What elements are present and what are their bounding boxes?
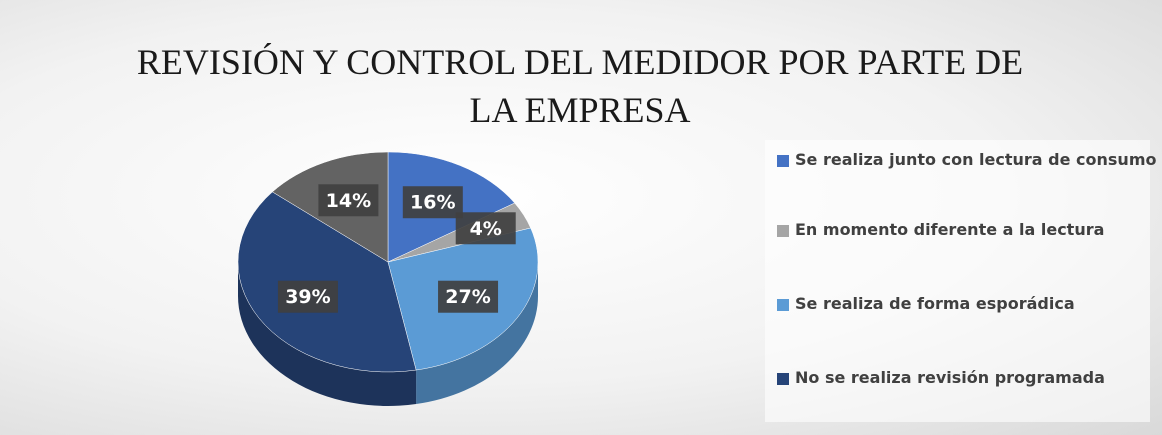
- data-label: 16%: [410, 192, 455, 214]
- data-label: 27%: [445, 286, 490, 308]
- legend-label: Se realiza junto con lectura de consumo: [795, 150, 1157, 169]
- pie-side: [238, 262, 417, 406]
- data-label-box: [318, 184, 379, 217]
- data-label-box: [438, 280, 499, 313]
- legend-label: No se realiza revisión programada: [795, 368, 1105, 387]
- legend-swatch: [777, 299, 789, 311]
- legend-item: En momento diferente a la lectura: [777, 216, 1160, 244]
- data-label-box: [402, 186, 463, 219]
- legend-swatch: [777, 155, 789, 167]
- legend-item: Se realiza de forma esporádica: [777, 290, 1160, 318]
- legend-label: Se realiza de forma esporádica: [795, 294, 1075, 313]
- legend: Se realiza junto con lectura de consumo E…: [765, 140, 1156, 422]
- pie-side: [416, 262, 538, 405]
- data-label: 14%: [326, 190, 371, 212]
- data-label: 39%: [285, 286, 330, 308]
- legend-item: Se realiza junto con lectura de consumo: [777, 146, 1160, 174]
- legend-label: En momento diferente a la lectura: [795, 220, 1105, 239]
- legend-swatch: [777, 373, 789, 385]
- legend-swatch: [777, 225, 789, 237]
- pie-area: 16% 4% 27% 39% 14%: [237, 151, 539, 406]
- data-label: 4%: [470, 218, 502, 240]
- chart-title: REVISIÓN Y CONTROL DEL MEDIDOR POR PARTE…: [136, 42, 1024, 130]
- data-label-box: [455, 212, 516, 245]
- data-label-box: [277, 280, 338, 313]
- legend-item: No se realiza revisión programada: [777, 364, 1160, 392]
